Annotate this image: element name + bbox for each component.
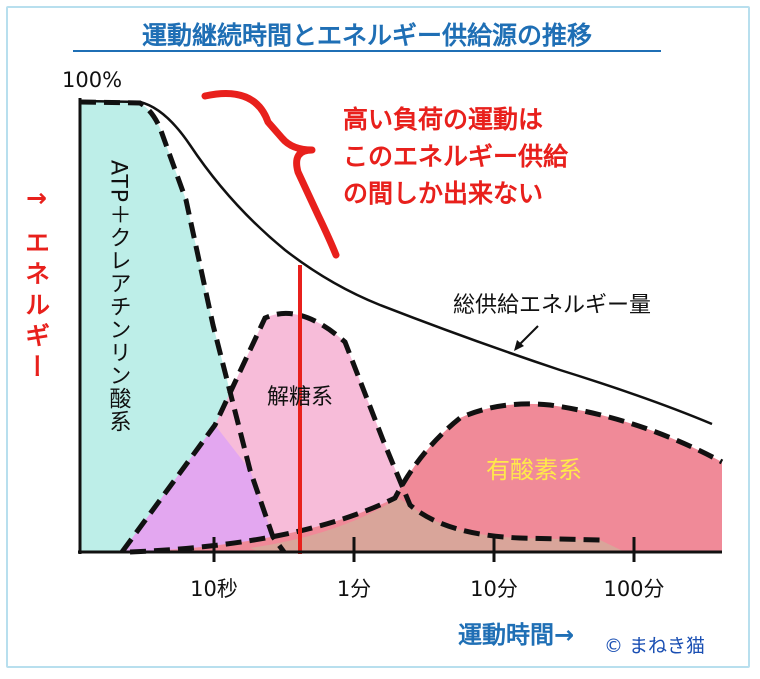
x-axis-label: 運動時間→ [458,621,574,649]
label-glycolysis: 解糖系 [267,385,333,410]
y-axis-label: ↑ エネルギー [22,188,51,385]
total-label-arrow [517,325,539,347]
copyright-text: © まねき猫 [604,635,705,657]
chart-frame [6,6,750,668]
annotation-line-2: このエネルギー供給 [343,142,569,171]
label-aerobic: 有酸素系 [486,456,582,484]
area-aerobic [130,403,722,552]
annotation-line-3: の間しか出来ない [343,179,543,208]
boundary-atp-cp [79,99,287,554]
x-tick-label: 100分 [603,577,664,601]
total-energy-curve [79,99,713,426]
total-label-arrowhead [514,340,524,351]
label-total-energy: 総供給エネルギー量 [453,293,651,318]
boundary-aerobic [129,401,724,555]
y-max-label: 100% [62,68,122,92]
boundary-glycolysis [119,310,601,554]
x-tick-label: 10分 [470,577,518,601]
x-tick-label: 10秒 [190,577,238,601]
label-atp-cp: ATP＋クレアチンリン酸系 [106,160,131,433]
red-brace [201,90,340,259]
area-overlap-glycolysis-aerobic [250,498,625,552]
annotation-line-1: 高い負荷の運動は [343,105,543,134]
area-overlap-atp-glycolysis [122,425,284,552]
chart-title: 運動継続時間とエネルギー供給源の推移 [142,21,592,50]
x-tick-label: 1分 [337,577,371,601]
